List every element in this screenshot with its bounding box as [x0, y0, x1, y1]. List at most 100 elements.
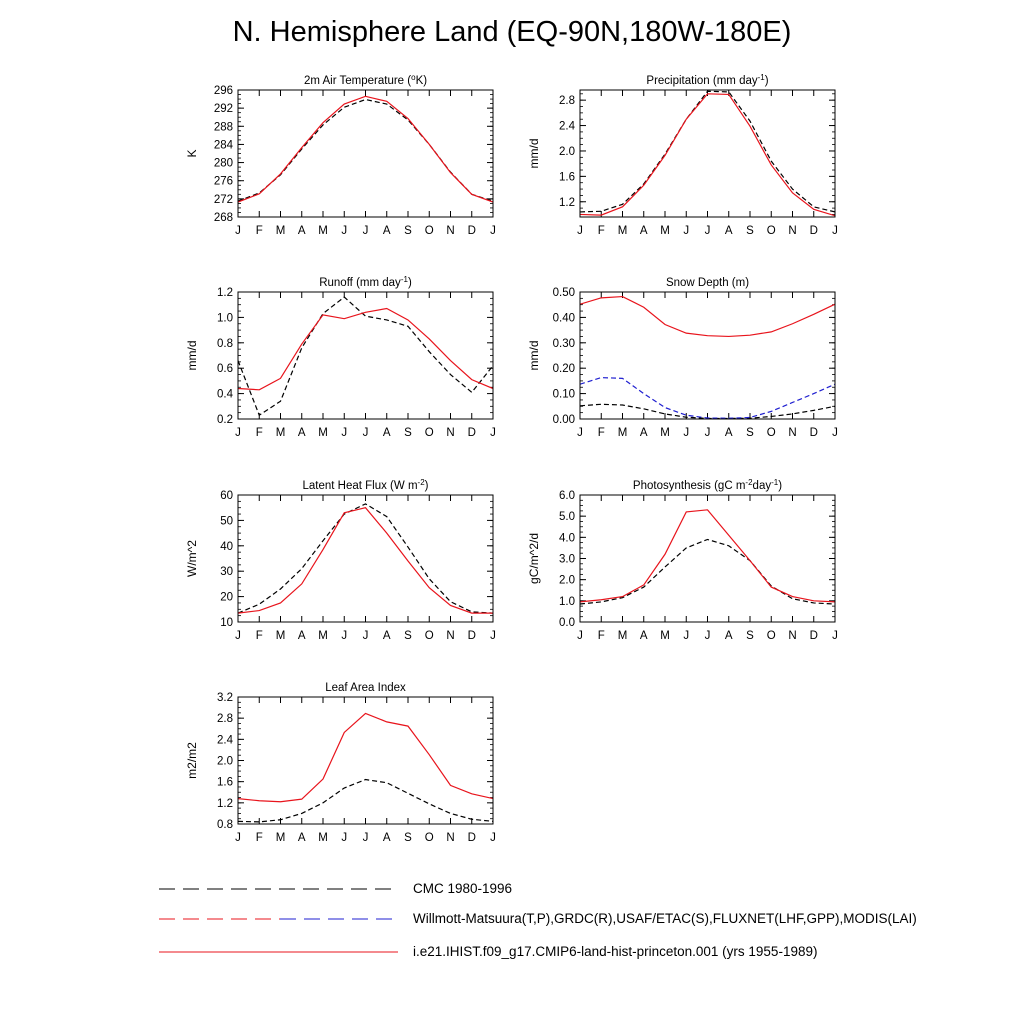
x-tick-label: D [810, 427, 818, 439]
series-group [580, 509, 835, 605]
plot-frame [237, 89, 494, 218]
x-tick-label: J [363, 832, 369, 844]
y-tick-label: 2.4 [559, 121, 576, 133]
x-tick-label: J [235, 225, 241, 237]
x-tick-label: D [468, 832, 476, 844]
series-line-model [580, 509, 835, 603]
x-tick-label: J [832, 427, 838, 439]
y-tick-label: 0.4 [217, 389, 234, 401]
x-tick-label: J [490, 427, 496, 439]
x-tick-label: M [276, 427, 286, 439]
series-line-obs [238, 503, 493, 614]
x-tick-label: A [640, 427, 648, 439]
y-tick-label: 10 [220, 617, 233, 629]
y-tick-label: 2.0 [217, 756, 233, 768]
x-tick-label: F [256, 630, 263, 642]
series-line-obs [238, 778, 493, 823]
y-tick-label: 60 [220, 490, 233, 502]
x-tick-label: J [341, 630, 347, 642]
series-line-model [238, 507, 493, 614]
x-tick-label: J [705, 427, 711, 439]
x-tick-label: A [298, 427, 306, 439]
y-tick-label: 0.20 [553, 363, 575, 375]
plot-frame [579, 89, 836, 218]
x-tick-label: J [235, 630, 241, 642]
x-tick-label: O [425, 630, 434, 642]
x-tick-label: F [256, 427, 263, 439]
plot-frame [579, 494, 836, 623]
y-tick-label: 1.6 [217, 777, 233, 789]
y-tick-label: 6.0 [559, 490, 575, 502]
x-tick-label: S [746, 225, 754, 237]
y-tick-label: 0.8 [217, 819, 233, 831]
x-tick-label: A [383, 832, 391, 844]
x-tick-label: A [725, 630, 733, 642]
x-tick-label: M [618, 225, 628, 237]
panel-title: Latent Heat Flux (W m-2) [302, 478, 428, 492]
y-tick-label: 1.0 [217, 312, 233, 324]
y-axis-label: mm/d [527, 341, 541, 371]
y-tick-label: 276 [214, 176, 233, 188]
y-tick-label: 3.0 [559, 554, 575, 566]
y-axis-label: mm/d [185, 341, 199, 371]
x-tick-label: J [683, 225, 689, 237]
series-line-model [238, 307, 493, 391]
series-group [238, 712, 493, 823]
series-line-model [580, 93, 835, 217]
x-tick-label: J [490, 225, 496, 237]
x-tick-label: S [746, 427, 754, 439]
x-tick-label: A [640, 225, 648, 237]
y-tick-label: 1.2 [217, 798, 233, 810]
y-tick-label: 0.00 [553, 414, 575, 426]
x-tick-label: S [746, 630, 754, 642]
x-tick-label: O [767, 225, 776, 237]
panel-photosynthesis: Photosynthesis (gC m-2day-1) 0.0 1.0 2.0 3.0… [527, 478, 838, 642]
x-tick-label: J [363, 630, 369, 642]
x-tick-label: S [404, 427, 412, 439]
y-tick-label: 1.6 [559, 171, 575, 183]
series-line-model [238, 712, 493, 803]
x-tick-label: J [705, 225, 711, 237]
y-axis-label: gC/m^2/d [527, 533, 541, 584]
figure-title: N. Hemisphere Land (EQ-90N,180W-180E) [232, 16, 792, 48]
y-tick-label: 280 [214, 158, 233, 170]
y-tick-label: 4.0 [559, 532, 575, 544]
series-line-obs [238, 296, 493, 417]
x-tick-label: M [660, 225, 670, 237]
series-group [580, 295, 835, 419]
series-line-model [580, 295, 835, 338]
x-tick-label: N [446, 427, 454, 439]
series-line-obs_alt [580, 376, 835, 419]
x-tick-label: J [341, 225, 347, 237]
x-tick-label: A [298, 225, 306, 237]
x-tick-label: S [404, 832, 412, 844]
panel-title: Leaf Area Index [325, 682, 406, 694]
y-tick-label: 5.0 [559, 511, 575, 523]
x-tick-label: N [446, 630, 454, 642]
x-tick-label: F [598, 427, 605, 439]
x-tick-label: M [276, 630, 286, 642]
x-tick-label: J [341, 427, 347, 439]
y-tick-label: 0.30 [553, 338, 575, 350]
x-tick-label: O [425, 427, 434, 439]
x-tick-label: D [468, 225, 476, 237]
x-tick-label: D [468, 427, 476, 439]
x-tick-label: F [598, 630, 605, 642]
x-tick-label: F [598, 225, 605, 237]
legend-label-observations: Willmott-Matsuura(T,P),GRDC(R),USAF/ETAC… [413, 911, 917, 926]
x-tick-label: N [446, 832, 454, 844]
plot-frame [237, 291, 494, 420]
x-tick-label: A [640, 630, 648, 642]
y-tick-label: 2.8 [559, 95, 575, 107]
x-tick-label: J [235, 427, 241, 439]
legend: CMC 1980-1996 Willmott-Matsuura(T,P),GRD… [0, 860, 1024, 990]
y-axis-label: W/m^2 [185, 540, 199, 577]
y-tick-label: 20 [220, 592, 233, 604]
x-tick-label: J [832, 630, 838, 642]
x-tick-label: O [767, 630, 776, 642]
x-tick-label: N [788, 427, 796, 439]
y-axis-label: K [185, 149, 199, 157]
legend-label-model: i.e21.IHIST.f09_g17.CMIP6-land-hist-prin… [413, 944, 818, 959]
x-tick-label: D [468, 630, 476, 642]
